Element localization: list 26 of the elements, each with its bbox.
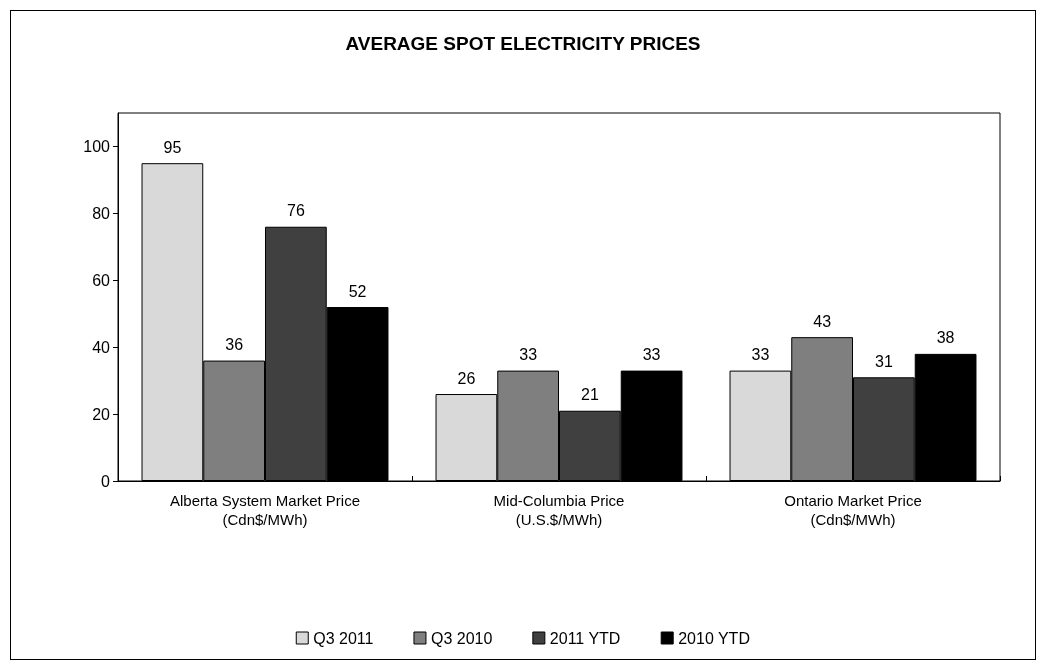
- data-label: 33: [519, 346, 538, 364]
- y-tick-label: 0: [101, 472, 111, 490]
- y-tick-label: 100: [83, 137, 111, 155]
- x-tick-label: Mid-Columbia Price (U.S.$/MWh): [493, 492, 625, 528]
- data-label: 26: [457, 369, 476, 387]
- y-tick-label: 60: [92, 271, 111, 289]
- legend-label: 2011 YTD: [549, 629, 621, 647]
- data-label: 33: [751, 346, 770, 364]
- data-label: 33: [642, 346, 661, 364]
- data-label: 52: [348, 282, 367, 300]
- y-tick-label: 20: [92, 405, 111, 423]
- data-label: 95: [163, 138, 182, 156]
- data-label: 31: [874, 352, 893, 370]
- legend-label: Q3 2011: [313, 629, 374, 647]
- data-label: 21: [580, 386, 599, 404]
- y-tick-label: 80: [92, 204, 111, 222]
- data-label: 36: [225, 336, 244, 354]
- x-tick-label: Alberta System Market Price (Cdn$/MWh): [169, 492, 361, 528]
- legend-label: 2010 YTD: [678, 629, 750, 647]
- y-tick-label: 40: [92, 338, 111, 356]
- data-label: 38: [936, 329, 955, 347]
- x-tick-label: Ontario Market Price (Cdn$/MWh): [784, 492, 922, 528]
- data-label: 43: [813, 312, 832, 330]
- chart-title: AVERAGE SPOT ELECTRICITY PRICES: [345, 33, 701, 54]
- legend-label: Q3 2010: [430, 629, 493, 647]
- data-label: 76: [286, 202, 305, 220]
